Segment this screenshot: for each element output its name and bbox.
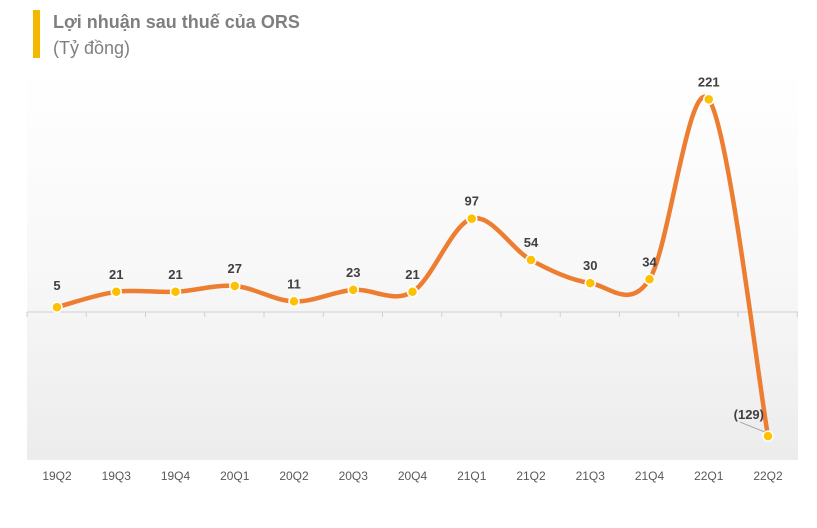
x-tick-label: 19Q3	[102, 469, 132, 483]
x-tick-label: 20Q3	[339, 469, 369, 483]
chart-title: Lợi nhuận sau thuế của ORS	[53, 12, 300, 32]
data-label: 34	[642, 254, 657, 269]
data-label: 23	[346, 265, 360, 280]
chart-subtitle: (Tỷ đồng)	[53, 38, 131, 58]
x-tick-label: 22Q1	[694, 469, 724, 483]
x-tick-label: 21Q4	[635, 469, 665, 483]
data-point-marker	[525, 254, 537, 266]
data-point-marker	[288, 295, 300, 308]
x-tick-label: 19Q2	[42, 469, 72, 483]
data-label: (129)	[734, 407, 764, 422]
x-tick-label: 21Q1	[457, 469, 487, 483]
data-label: 21	[168, 267, 182, 282]
title-accent-bar	[33, 10, 40, 58]
data-label: 97	[465, 194, 479, 209]
x-tick-label: 20Q2	[279, 469, 309, 483]
x-tick-label: 21Q2	[516, 469, 546, 483]
data-point-marker	[110, 286, 122, 298]
data-label: 21	[405, 267, 419, 282]
x-tick-label: 20Q1	[220, 469, 250, 483]
data-point-marker	[643, 273, 656, 286]
x-tick-label: 20Q4	[398, 469, 428, 483]
data-point-marker	[51, 301, 63, 313]
data-point-marker	[169, 286, 182, 298]
x-tick-label: 21Q3	[576, 469, 606, 483]
data-label-leader-line	[739, 421, 766, 433]
data-label: 221	[698, 74, 720, 89]
data-point-marker	[584, 277, 596, 289]
data-point-marker	[703, 93, 715, 106]
data-label: 30	[583, 258, 597, 273]
data-label: 21	[109, 267, 123, 282]
data-point-marker	[466, 212, 478, 225]
x-tick-label: 22Q2	[753, 469, 783, 483]
plot-area	[27, 68, 798, 460]
data-point-marker	[406, 286, 419, 298]
data-point-marker	[229, 280, 241, 292]
data-label: 11	[287, 276, 301, 291]
data-point-marker	[347, 284, 359, 296]
x-tick-label: 19Q4	[161, 469, 191, 483]
data-label: 5	[53, 278, 60, 293]
data-point-marker	[762, 430, 774, 442]
data-label: 54	[524, 235, 539, 250]
data-label: 27	[228, 261, 242, 276]
